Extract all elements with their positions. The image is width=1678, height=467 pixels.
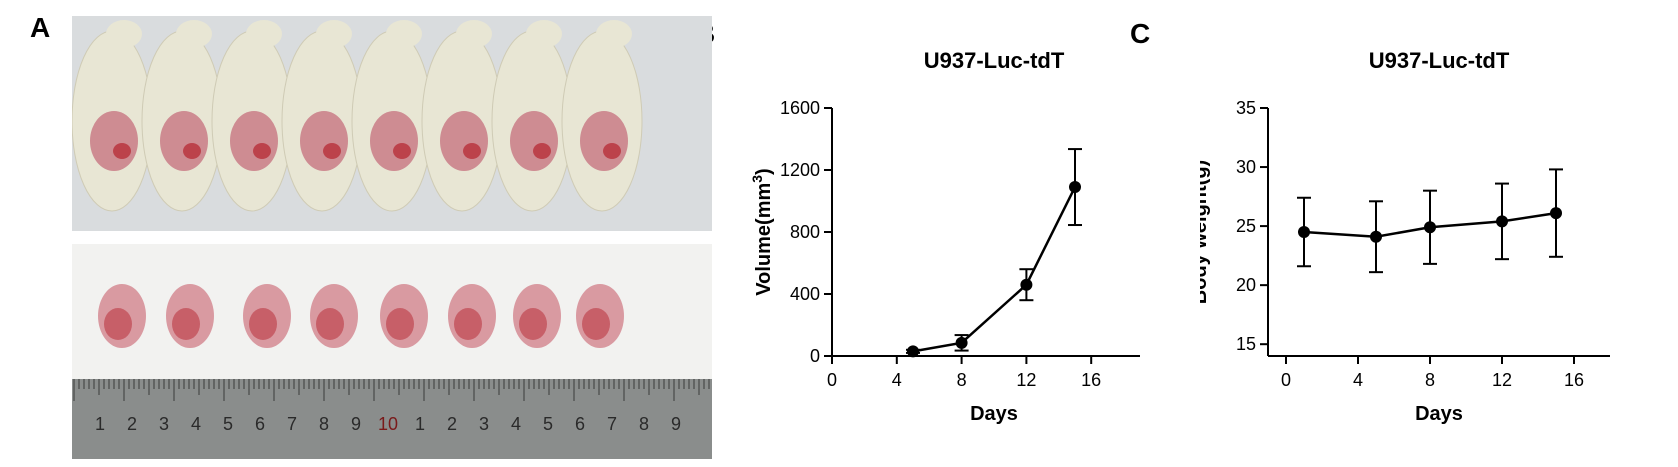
tumor-highlight — [316, 308, 344, 340]
series-line — [912, 186, 1077, 353]
mouse-head — [596, 20, 632, 48]
mouse-head — [456, 20, 492, 48]
tumor-on-mouse — [300, 111, 348, 171]
ruler-digit: 6 — [255, 414, 265, 434]
body-weight-chart: U937-Luc-tdT 15 20 25 30 35 0 4 8 12 16 Days Body we… — [1200, 48, 1610, 425]
panel-label-c: C — [1130, 18, 1151, 49]
tumor-highlight — [249, 308, 277, 340]
mouse-head — [316, 20, 352, 48]
tumor-core — [323, 143, 341, 159]
tumor-highlight — [386, 308, 414, 340]
ruler-digit: 6 — [575, 414, 585, 434]
y-tick-label: 400 — [790, 284, 820, 304]
panel-label-a: A — [30, 12, 51, 43]
mouse-head — [386, 20, 422, 48]
data-point — [955, 336, 968, 349]
ruler-digit: 8 — [319, 414, 329, 434]
data-point — [1069, 181, 1081, 194]
ruler-digit: 9 — [671, 414, 681, 434]
tumor-on-mouse — [90, 111, 138, 171]
data-point — [1298, 226, 1310, 238]
tumor-on-mouse — [510, 111, 558, 171]
ruler — [72, 379, 712, 459]
ruler-digit: 8 — [639, 414, 649, 434]
tumor-on-mouse — [160, 111, 208, 171]
y-axis-title: Body weight(g) — [1200, 160, 1211, 304]
chart-title: U937-Luc-tdT — [924, 48, 1065, 73]
x-tick-label: 12 — [1492, 370, 1512, 390]
mouse-head — [176, 20, 212, 48]
tumors-photo: 1 2 3 4 5 6 7 8 9 10 1 2 3 4 5 6 7 8 9 — [72, 244, 712, 459]
mouse-head — [526, 20, 562, 48]
y-tick-label: 15 — [1236, 334, 1256, 354]
y-tick-label: 1200 — [780, 160, 820, 180]
ruler-digit: 7 — [287, 414, 297, 434]
tumor-highlight — [519, 308, 547, 340]
y-axis-title: Volume(mm3) — [749, 168, 775, 295]
ruler-digit: 2 — [447, 414, 457, 434]
x-tick-label: 4 — [892, 370, 902, 390]
x-axis-title: Days — [970, 403, 1018, 425]
ruler-digit: 4 — [191, 414, 201, 434]
ruler-digit: 10 — [378, 414, 398, 434]
ruler-ticks — [73, 379, 710, 401]
x-tick-label: 12 — [1016, 370, 1036, 390]
data-point — [1370, 230, 1382, 243]
x-tick-label: 8 — [957, 370, 967, 390]
tumor-core — [603, 143, 621, 159]
ruler-digit: 3 — [159, 414, 169, 434]
tumor-highlight — [582, 308, 610, 340]
x-tick-label: 4 — [1353, 370, 1363, 390]
tumor-on-mouse — [440, 111, 488, 171]
y-tick-label: 800 — [790, 222, 820, 242]
x-tick-label: 16 — [1081, 370, 1101, 390]
tumor-core — [463, 143, 481, 159]
y-tick-label: 1600 — [780, 98, 820, 118]
ruler-digits: 1 2 3 4 5 6 7 8 9 10 1 2 3 4 5 6 7 8 9 — [95, 414, 681, 434]
data-point — [1496, 215, 1508, 228]
data-point — [1424, 221, 1436, 234]
ruler-digit: 9 — [351, 414, 361, 434]
tumor-highlight — [172, 308, 200, 340]
y-tick-label: 20 — [1236, 275, 1256, 295]
mice-group — [72, 20, 643, 212]
ruler-digit: 3 — [479, 414, 489, 434]
tumor-highlight — [454, 308, 482, 340]
data-point — [1550, 207, 1562, 220]
x-axis-title: Days — [1415, 403, 1463, 425]
chart-title: U937-Luc-tdT — [1369, 48, 1510, 73]
ruler-digit: 1 — [95, 414, 105, 434]
tumor-on-mouse — [370, 111, 418, 171]
tumor-core — [183, 143, 201, 159]
tumor-core — [533, 143, 551, 159]
volume-chart: U937-Luc-tdT040080012001600048121620Days… — [749, 48, 1140, 425]
mouse-head — [246, 20, 282, 48]
tumor-core — [393, 143, 411, 159]
tumor-core — [253, 143, 271, 159]
y-tick-label: 30 — [1236, 157, 1256, 177]
ruler-digit: 4 — [511, 414, 521, 434]
tumor-core — [113, 143, 131, 159]
mice-photo — [72, 16, 712, 231]
tumor-on-mouse — [230, 111, 278, 171]
ruler-digit: 7 — [607, 414, 617, 434]
tumor-group — [98, 284, 624, 348]
tumor-highlight — [104, 308, 132, 340]
tumor-on-mouse — [580, 111, 628, 171]
x-tick-label: 0 — [827, 370, 837, 390]
x-tick-label: 0 — [1281, 370, 1291, 390]
x-tick-label: 16 — [1564, 370, 1584, 390]
ruler-digit: 1 — [415, 414, 425, 434]
ruler-digit: 5 — [543, 414, 553, 434]
data-point — [1020, 278, 1033, 291]
ruler-digit: 5 — [223, 414, 233, 434]
y-tick-label: 35 — [1236, 98, 1256, 118]
y-tick-label: 0 — [810, 346, 820, 366]
ruler-digit: 2 — [127, 414, 137, 434]
mouse-head — [106, 20, 142, 48]
y-tick-label: 25 — [1236, 216, 1256, 236]
x-tick-label: 8 — [1425, 370, 1435, 390]
data-point — [907, 345, 919, 358]
